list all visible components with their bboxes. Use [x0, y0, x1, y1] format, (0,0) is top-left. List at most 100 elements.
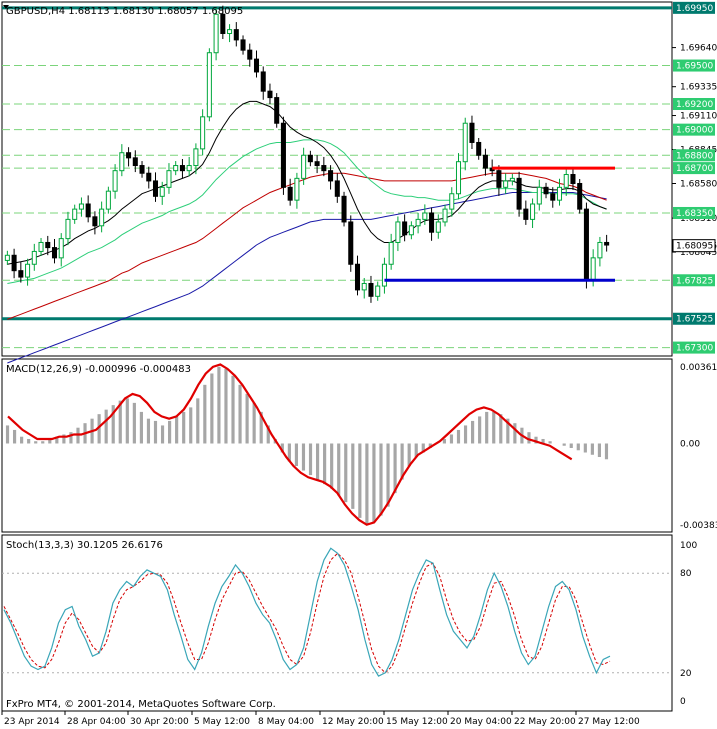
candle-body [132, 157, 138, 167]
candle [274, 93, 280, 128]
candle-body [31, 250, 37, 265]
candle [260, 66, 266, 100]
candle-body [375, 285, 381, 297]
candle-body [462, 122, 468, 163]
candle [92, 211, 98, 235]
ma-red-line [7, 172, 607, 320]
macd-panel[interactable] [1, 358, 673, 533]
candle [206, 48, 212, 122]
candle [280, 116, 286, 195]
candle-body [482, 154, 488, 169]
stoch-tick-label: 100 [680, 541, 697, 551]
candle-body [442, 208, 448, 223]
candle [45, 235, 51, 256]
candle [361, 277, 367, 299]
candle [179, 159, 185, 179]
candle-body [516, 177, 522, 210]
time-tick-label: 23 Apr 2014 [4, 717, 60, 727]
macd-tick-label: 0.00 [680, 439, 700, 449]
candle-body [193, 148, 199, 167]
candle [328, 165, 334, 190]
price-tick-label: 1.69110 [680, 112, 717, 122]
level-label-bg [673, 59, 715, 72]
candle [583, 202, 589, 289]
level-label-text: 1.68800 [676, 151, 713, 161]
candle [422, 204, 428, 225]
price-tick-label: 1.69335 [680, 83, 717, 93]
candle [105, 186, 111, 214]
ma-green-line [7, 139, 607, 284]
candle [577, 179, 583, 214]
price-tick-label: 1.68310 [680, 214, 717, 224]
level-label-text: 1.67825 [676, 276, 713, 286]
candle-body [65, 218, 71, 240]
candle [449, 187, 455, 217]
candle [408, 221, 414, 240]
candle-body [543, 186, 549, 195]
candle-body [105, 190, 111, 210]
candle-body [328, 170, 334, 182]
candle-body [408, 225, 414, 236]
price-tick-label: 1.68045 [680, 248, 717, 258]
candle-body [267, 90, 273, 99]
candle-body [368, 282, 374, 297]
level-label-bg [673, 149, 715, 162]
candle-body [449, 193, 455, 210]
candle [72, 204, 78, 224]
candle [301, 147, 307, 185]
time-tick-label: 8 May 04:00 [258, 717, 314, 727]
candle-body [274, 97, 280, 124]
level-label-text: 1.69950 [676, 4, 713, 14]
candle [213, 7, 219, 61]
candle-body [509, 177, 515, 182]
level-price-label: 1.68350 [673, 206, 715, 219]
candle [186, 156, 192, 177]
stoch-main-line [3, 547, 611, 677]
candle [435, 214, 441, 239]
level-label-bg [673, 274, 715, 287]
candle [570, 166, 576, 191]
level-label-bg [673, 206, 715, 219]
candle [536, 179, 542, 211]
time-tick-label: 22 May 20:00 [514, 717, 576, 727]
level-price-label: 1.69500 [673, 59, 715, 72]
candle [442, 204, 448, 227]
candle [31, 243, 37, 271]
candle-body [354, 263, 361, 291]
level-label-bg [673, 1, 715, 14]
level-label-text: 1.67525 [676, 315, 713, 325]
level-price-label: 1.67300 [673, 341, 715, 354]
candle-body [523, 208, 529, 220]
candle-body [78, 203, 84, 210]
candle-body [99, 208, 105, 227]
candle [247, 43, 253, 67]
candle [348, 215, 354, 272]
candle-body [307, 154, 313, 163]
support-resistance-lines [384, 166, 615, 282]
ma-blue-line [7, 192, 607, 364]
candle-body [92, 216, 98, 227]
level-label-text: 1.69000 [676, 126, 713, 136]
candle-body [159, 186, 165, 197]
candle [563, 169, 569, 196]
stochastic-panel[interactable] [1, 534, 673, 712]
candle-body [179, 165, 185, 172]
candle [496, 165, 502, 196]
candle [78, 197, 84, 217]
level-label-bg [673, 341, 715, 354]
level-label-bg [673, 312, 715, 325]
candle-body [173, 165, 179, 172]
candle-body [280, 122, 286, 188]
candle [233, 22, 239, 47]
stochastic-plot: 100 80 20 0 [2, 541, 697, 707]
candle [25, 258, 31, 286]
level-label-text: 1.67300 [676, 344, 713, 354]
candle-body [388, 241, 394, 265]
candle-body [361, 282, 367, 291]
level-price-label: 1.67825 [673, 274, 715, 287]
candle [227, 24, 233, 43]
candle-body [341, 195, 347, 223]
time-tick-label: 5 May 12:00 [194, 717, 250, 727]
chart-menu-arrow-icon[interactable] [3, 5, 9, 9]
candle-body [152, 180, 159, 197]
